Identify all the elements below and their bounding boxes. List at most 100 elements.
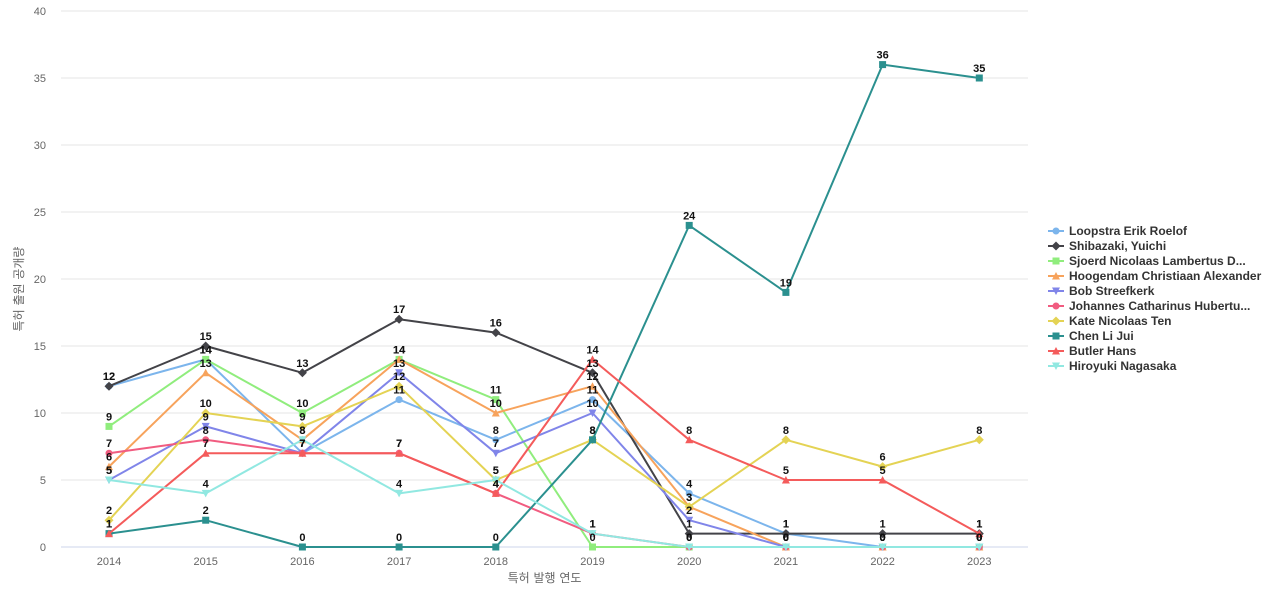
legend-marker[interactable] — [1052, 302, 1060, 310]
data-point[interactable] — [297, 421, 307, 431]
x-tick-label: 2022 — [870, 556, 894, 568]
data-point[interactable] — [201, 368, 210, 377]
data-point[interactable] — [491, 449, 500, 458]
data-label: 0 — [686, 532, 692, 544]
data-point[interactable] — [201, 408, 211, 418]
data-label: 0 — [880, 532, 886, 544]
legend-item[interactable]: Chen Li Jui — [1048, 329, 1134, 343]
data-point[interactable] — [781, 476, 790, 484]
data-point[interactable] — [684, 529, 694, 539]
x-tick-label: 2018 — [484, 556, 508, 568]
data-point[interactable] — [685, 543, 694, 552]
data-point[interactable] — [491, 489, 500, 497]
data-point[interactable] — [878, 529, 888, 539]
legend-item[interactable]: Bob Streefkerk — [1048, 284, 1155, 298]
data-point[interactable] — [685, 435, 694, 444]
data-point[interactable] — [685, 516, 694, 525]
data-point[interactable] — [588, 368, 597, 378]
data-point[interactable] — [685, 221, 693, 229]
data-point[interactable] — [104, 381, 114, 391]
data-point[interactable] — [395, 449, 404, 457]
data-point[interactable] — [974, 435, 984, 445]
data-point[interactable] — [491, 409, 500, 417]
legend-item[interactable]: Shibazaki, Yuichi — [1048, 239, 1166, 253]
data-point[interactable] — [588, 382, 597, 390]
legend-item[interactable]: Hiroyuki Nagasaka — [1048, 359, 1177, 373]
data-point[interactable] — [878, 543, 887, 552]
data-point[interactable] — [589, 543, 596, 551]
data-point[interactable] — [491, 328, 501, 338]
data-point[interactable] — [201, 341, 211, 351]
data-label: 0 — [880, 532, 886, 544]
data-point[interactable] — [105, 449, 113, 457]
data-point[interactable] — [298, 543, 306, 551]
data-point[interactable] — [395, 369, 404, 377]
data-label: 8 — [299, 425, 305, 437]
legend-item[interactable]: Butler Hans — [1048, 344, 1137, 358]
data-point[interactable] — [588, 530, 597, 538]
data-point[interactable] — [104, 515, 114, 525]
legend-marker[interactable] — [1052, 272, 1060, 280]
data-point[interactable] — [879, 61, 887, 69]
legend-marker[interactable] — [1052, 227, 1060, 235]
data-point[interactable] — [394, 314, 404, 324]
data-point[interactable] — [588, 409, 597, 418]
data-point[interactable] — [781, 543, 790, 552]
data-point[interactable] — [201, 422, 210, 431]
data-point[interactable] — [878, 462, 888, 472]
data-point[interactable] — [395, 396, 403, 404]
data-point[interactable] — [878, 476, 887, 484]
legend-marker[interactable] — [1052, 257, 1060, 265]
data-point[interactable] — [202, 516, 210, 524]
legend-marker[interactable] — [1052, 362, 1060, 371]
data-point[interactable] — [491, 476, 500, 485]
legend-item[interactable]: Kate Nicolaas Ten — [1048, 314, 1171, 328]
data-point[interactable] — [975, 529, 984, 538]
legend-marker[interactable] — [1052, 287, 1060, 296]
data-point[interactable] — [492, 396, 500, 404]
data-point[interactable] — [395, 543, 403, 551]
data-point[interactable] — [395, 355, 404, 363]
data-point[interactable] — [298, 436, 307, 444]
legend-marker[interactable] — [1051, 316, 1061, 326]
legend-marker[interactable] — [1052, 347, 1060, 355]
data-point[interactable] — [202, 436, 210, 444]
data-point[interactable] — [105, 529, 113, 538]
data-point[interactable] — [492, 543, 500, 551]
data-point[interactable] — [975, 74, 983, 82]
legend-marker[interactable] — [1051, 241, 1061, 251]
data-point[interactable] — [201, 489, 210, 498]
grid-layer — [61, 10, 1028, 548]
series-line — [108, 358, 980, 535]
data-point[interactable] — [782, 288, 790, 296]
data-point[interactable] — [394, 381, 404, 391]
legend-item[interactable]: Hoogendam Christiaan Alexander — [1048, 269, 1262, 283]
data-point[interactable] — [781, 435, 791, 445]
data-point[interactable] — [395, 489, 404, 498]
data-label: 4 — [396, 478, 403, 490]
data-label: 0 — [299, 532, 305, 544]
data-point[interactable] — [298, 409, 306, 417]
data-point[interactable] — [105, 422, 113, 430]
data-point[interactable] — [298, 449, 307, 457]
data-point[interactable] — [202, 355, 210, 363]
data-point[interactable] — [589, 436, 596, 444]
data-point[interactable] — [201, 449, 210, 457]
data-label: 0 — [976, 532, 982, 544]
data-point[interactable] — [589, 396, 596, 404]
data-point[interactable] — [297, 368, 307, 378]
legend-item[interactable]: Loopstra Erik Roelof — [1048, 224, 1188, 238]
data-point[interactable] — [492, 436, 500, 444]
data-point[interactable] — [975, 543, 984, 552]
data-point[interactable] — [588, 355, 597, 363]
legend-item[interactable]: Sjoerd Nicolaas Lambertus D... — [1048, 254, 1246, 268]
data-point[interactable] — [685, 489, 693, 497]
data-label: 0 — [976, 532, 982, 544]
legend-item[interactable]: Johannes Catharinus Hubertu... — [1048, 299, 1250, 313]
data-point[interactable] — [684, 502, 694, 512]
legend-marker[interactable] — [1052, 332, 1060, 340]
data-point[interactable] — [105, 476, 113, 485]
data-point[interactable] — [105, 462, 113, 471]
data-point[interactable] — [781, 529, 791, 539]
